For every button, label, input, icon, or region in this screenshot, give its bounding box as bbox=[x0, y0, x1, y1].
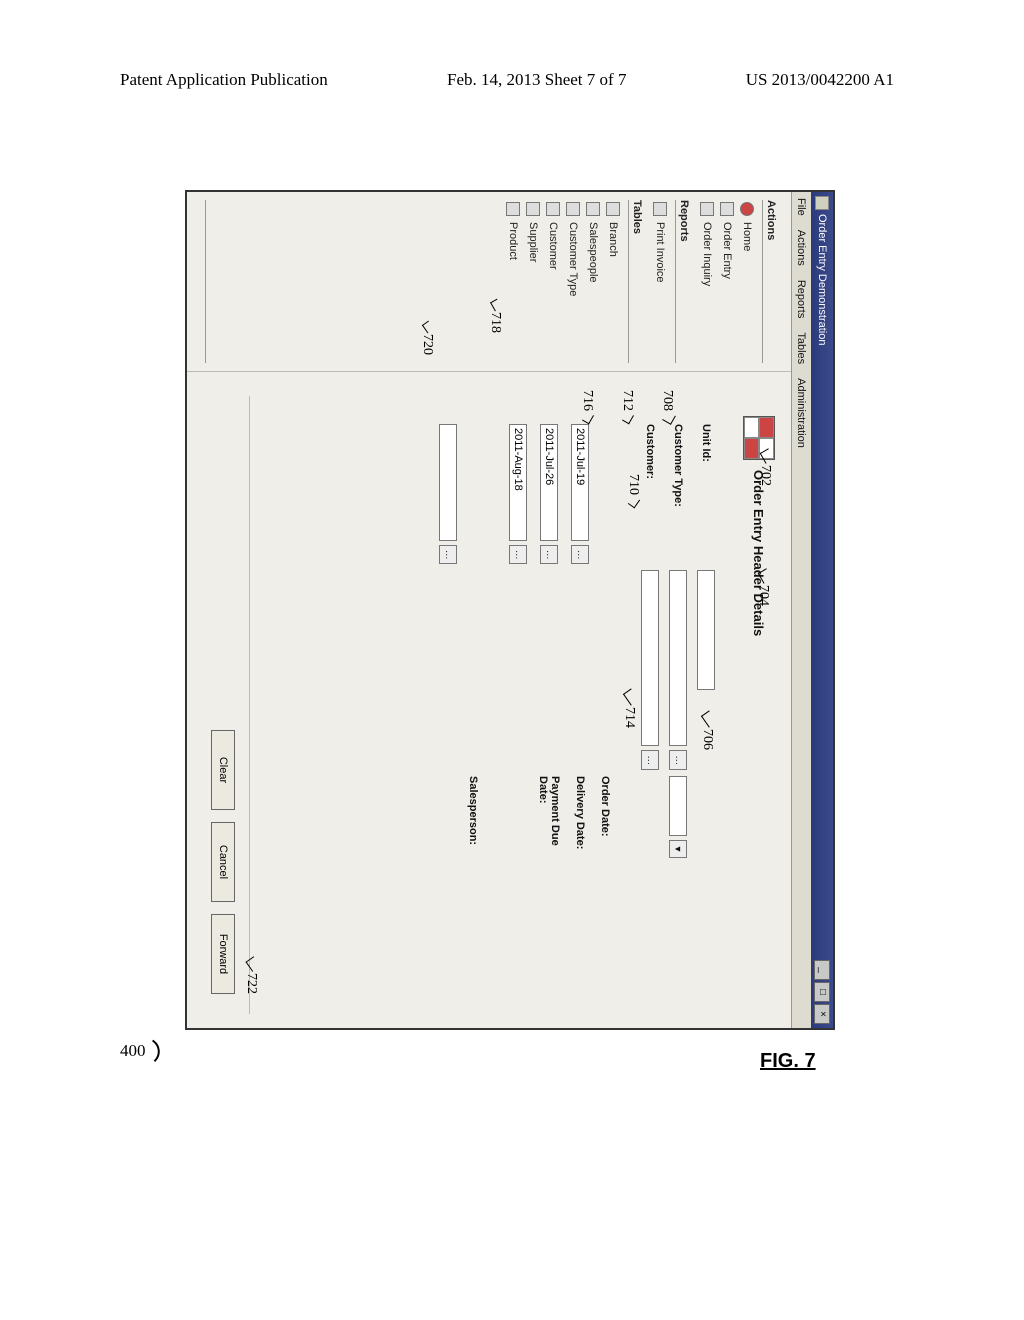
input-payment-due[interactable] bbox=[509, 424, 527, 541]
group-reports: Reports bbox=[675, 200, 690, 363]
sidebar-item-label: Customer Type bbox=[567, 222, 579, 296]
sidebar-item-label: Order Entry bbox=[721, 222, 733, 279]
order-inquiry-icon bbox=[700, 202, 714, 216]
main-panel: Order Entry Header Details Unit Id: Cust… bbox=[187, 372, 791, 1028]
sidebar-item-label: Order Inquiry bbox=[701, 222, 713, 286]
date-sheet: Feb. 14, 2013 Sheet 7 of 7 bbox=[447, 70, 626, 90]
customer-icon bbox=[546, 202, 560, 216]
sidebar-item-order-entry[interactable]: Order Entry bbox=[718, 200, 736, 363]
input-customer-type-extra[interactable] bbox=[669, 776, 687, 836]
label-order-date: Order Date: bbox=[599, 776, 611, 866]
input-salesperson[interactable] bbox=[439, 424, 457, 541]
label-delivery-date: Delivery Date: bbox=[574, 776, 586, 866]
input-customer-type[interactable] bbox=[669, 570, 687, 746]
sidebar-item-customer[interactable]: Customer bbox=[544, 200, 562, 363]
ref-718: 718 bbox=[487, 300, 503, 333]
menubar: File Actions Reports Tables Administrati… bbox=[791, 192, 811, 1028]
sidebar-item-customer-type[interactable]: Customer Type bbox=[564, 200, 582, 363]
branch-icon bbox=[606, 202, 620, 216]
ref-704: 704 bbox=[755, 570, 771, 606]
calendar-delivery-date-button[interactable]: … bbox=[540, 545, 558, 564]
group-tables: Tables bbox=[628, 200, 643, 363]
menu-reports[interactable]: Reports bbox=[796, 280, 808, 319]
dropdown-customer-type-button[interactable]: ▼ bbox=[669, 840, 687, 858]
ref-722: 722 bbox=[243, 958, 259, 994]
input-delivery-date[interactable] bbox=[540, 424, 558, 541]
ref-716: 716 bbox=[579, 390, 595, 423]
lookup-salesperson-button[interactable]: … bbox=[439, 545, 457, 564]
sidebar-item-product[interactable]: Product bbox=[504, 200, 522, 363]
ref-708: 708 bbox=[659, 390, 675, 423]
form-title: Order Entry Header Details bbox=[752, 470, 767, 636]
minimize-button[interactable]: _ bbox=[814, 960, 830, 980]
titlebar: Order Entry Demonstration _ □ × bbox=[811, 192, 833, 1028]
menu-tables[interactable]: Tables bbox=[796, 332, 808, 364]
pub-number: US 2013/0042200 A1 bbox=[746, 70, 894, 90]
calendar-payment-due-button[interactable]: … bbox=[509, 545, 527, 564]
menu-actions[interactable]: Actions bbox=[796, 230, 808, 266]
sidebar-item-salespeople[interactable]: Salespeople bbox=[584, 200, 602, 363]
ref-712: 712 bbox=[619, 390, 635, 423]
lookup-customer-button[interactable]: … bbox=[641, 750, 659, 770]
ref-702: 702 bbox=[757, 450, 773, 486]
sidebar-item-label: Branch bbox=[607, 222, 619, 257]
pub-label: Patent Application Publication bbox=[120, 70, 328, 90]
footer: Clear Cancel Forward bbox=[197, 396, 250, 1014]
sidebar-item-supplier[interactable]: Supplier bbox=[524, 200, 542, 363]
ref-720: 720 bbox=[419, 322, 435, 355]
menu-file[interactable]: File bbox=[796, 198, 808, 216]
sidebar-item-label: Home bbox=[741, 222, 753, 251]
input-order-date[interactable] bbox=[571, 424, 589, 541]
label-unit-id: Unit Id: bbox=[700, 424, 712, 564]
product-icon bbox=[506, 202, 520, 216]
window-title: Order Entry Demonstration bbox=[816, 214, 828, 345]
group-actions: Actions bbox=[762, 200, 777, 363]
label-customer: Customer: bbox=[644, 424, 656, 564]
figure-label: FIG. 7 bbox=[760, 1050, 816, 1073]
sidebar-item-print-invoice[interactable]: Print Invoice bbox=[651, 200, 669, 363]
app-icon bbox=[815, 196, 829, 210]
sidebar: Actions Home Order Entry Order Inquiry R… bbox=[187, 192, 791, 372]
calendar-order-date-button[interactable]: … bbox=[571, 545, 589, 564]
input-unit-id[interactable] bbox=[697, 570, 715, 690]
salespeople-icon bbox=[586, 202, 600, 216]
sidebar-item-order-inquiry[interactable]: Order Inquiry bbox=[698, 200, 716, 363]
sidebar-item-label: Salespeople bbox=[587, 222, 599, 283]
label-customer-type: Customer Type: bbox=[672, 424, 684, 564]
label-salesperson: Salesperson: bbox=[467, 776, 479, 866]
menu-administration[interactable]: Administration bbox=[796, 378, 808, 448]
maximize-button[interactable]: □ bbox=[814, 982, 830, 1002]
sidebar-item-label: Supplier bbox=[527, 222, 539, 262]
clear-button[interactable]: Clear bbox=[211, 730, 235, 810]
home-icon bbox=[740, 202, 754, 216]
print-invoice-icon bbox=[653, 202, 667, 216]
sidebar-item-home[interactable]: Home bbox=[738, 200, 756, 363]
ref-706: 706 bbox=[699, 712, 715, 750]
lookup-customer-type-button[interactable]: … bbox=[669, 750, 687, 770]
order-entry-form: Unit Id: Customer Type: … ▼ Customer: bbox=[439, 424, 715, 1014]
order-entry-icon bbox=[720, 202, 734, 216]
label-payment-due: Payment Due Date: bbox=[537, 776, 561, 866]
sidebar-item-label: Print Invoice bbox=[654, 222, 666, 283]
cancel-button[interactable]: Cancel bbox=[211, 822, 235, 902]
forward-button[interactable]: Forward bbox=[211, 914, 235, 994]
app-window: Order Entry Demonstration _ □ × File Act… bbox=[185, 190, 835, 1030]
input-customer[interactable] bbox=[641, 570, 659, 746]
sidebar-item-label: Product bbox=[507, 222, 519, 260]
ref-400: 400 bbox=[120, 1040, 162, 1061]
ref-714: 714 bbox=[621, 690, 637, 728]
sidebar-item-branch[interactable]: Branch bbox=[604, 200, 622, 363]
sidebar-item-label: Customer bbox=[547, 222, 559, 270]
customer-type-icon bbox=[566, 202, 580, 216]
close-button[interactable]: × bbox=[814, 1004, 830, 1024]
supplier-icon bbox=[526, 202, 540, 216]
ref-710: 710 bbox=[625, 474, 641, 507]
